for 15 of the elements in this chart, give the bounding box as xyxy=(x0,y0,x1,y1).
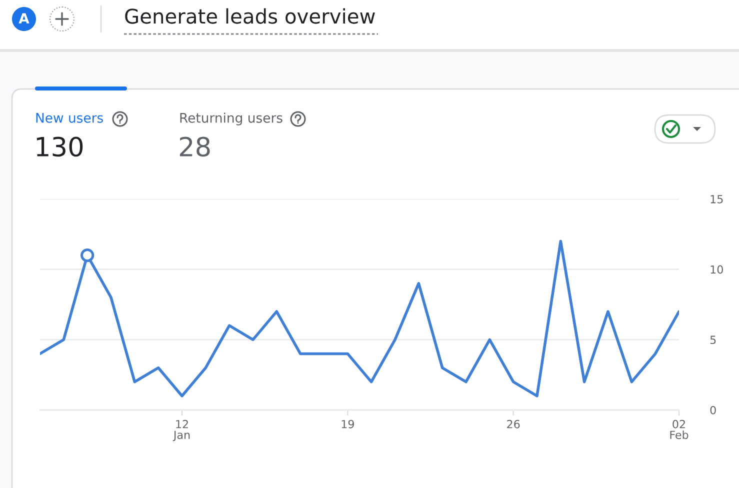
y-tick-label: 0 xyxy=(710,406,716,414)
text: Returning users xyxy=(180,112,282,126)
x-tick-label: 19 xyxy=(342,420,354,428)
x-tick-label: 12 Jan xyxy=(172,420,190,442)
y-tick-label: 5 xyxy=(710,336,716,344)
text: 130 xyxy=(36,136,83,157)
chart-title: Generate leads overview xyxy=(125,8,375,24)
text: A xyxy=(18,13,30,24)
text: New users xyxy=(36,113,103,123)
x-tick-label: 26 xyxy=(507,420,520,428)
y-tick-label: 10 xyxy=(710,265,723,274)
y-tick-label: 15 xyxy=(710,195,723,204)
x-tick-label: 02 Feb xyxy=(670,420,688,440)
line-series xyxy=(40,240,679,398)
text: 28 xyxy=(180,136,210,157)
